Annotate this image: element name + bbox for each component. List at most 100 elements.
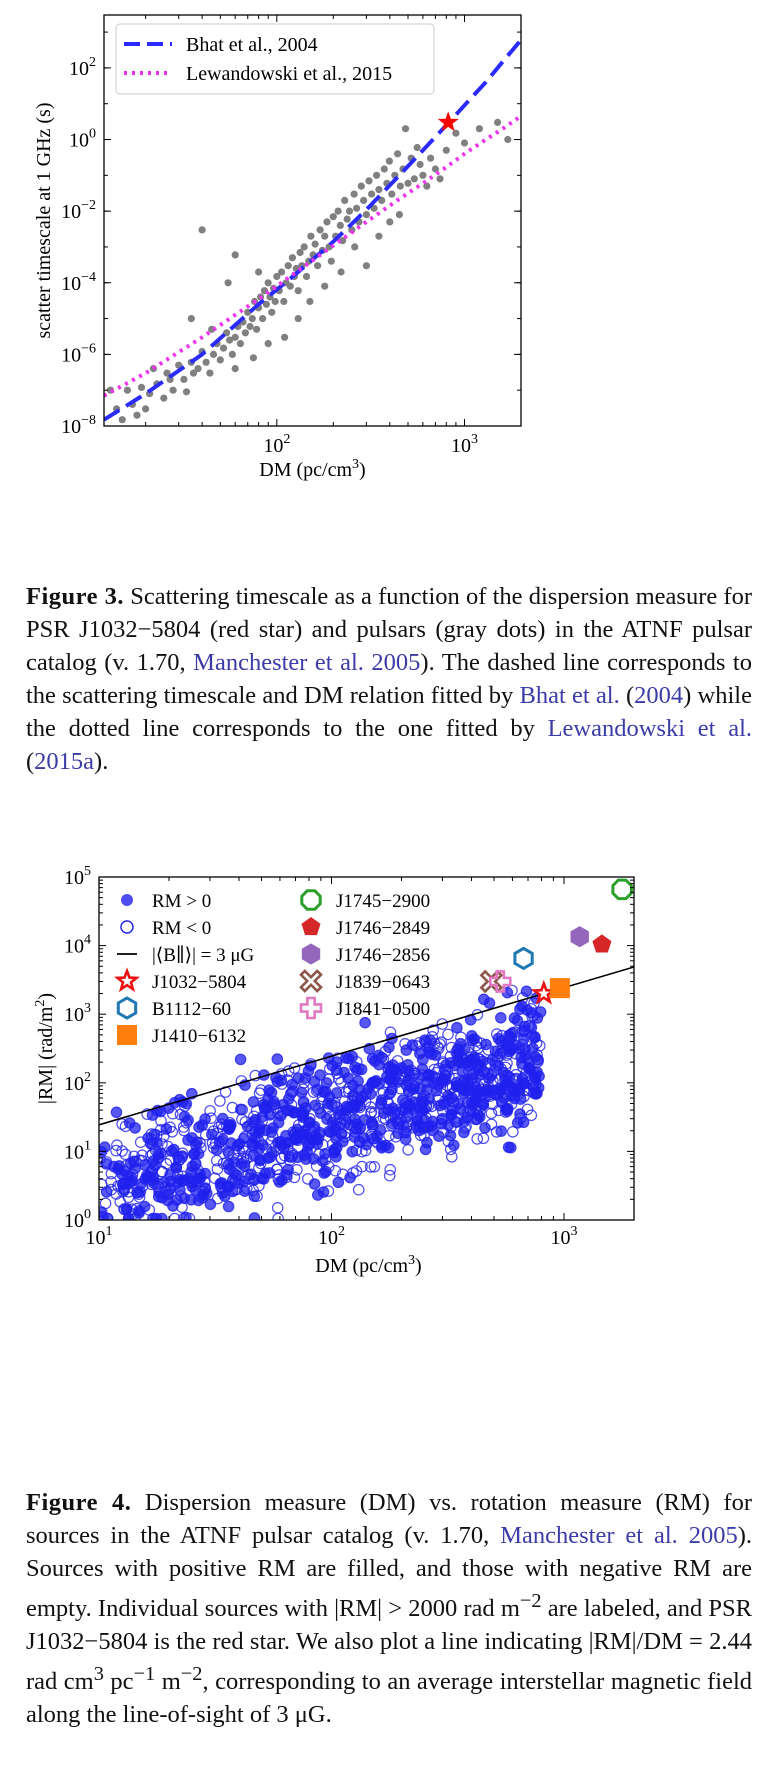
pulsar-point-positive [255,1172,268,1185]
pulsar-point-negative [114,1195,126,1208]
pulsar-dot [163,369,171,377]
legend-swatch [299,969,323,993]
pulsar-point-positive [486,1053,499,1066]
pulsar-point-negative [350,1165,363,1177]
pulsar-point-negative [506,1125,519,1138]
pulsar-point-negative [399,1038,411,1050]
pulsar-dot [262,300,270,308]
source-marker [611,878,633,901]
pulsar-point-negative [214,1095,226,1107]
pulsar-point-negative [384,1163,396,1176]
pulsar-point-positive [458,1115,471,1128]
pulsar-point-positive [235,1103,247,1116]
figure-4-label: Figure 4. [26,1489,132,1516]
source-marker [570,926,589,948]
legend-label: J1745−2900 [336,891,430,912]
pulsar-point-positive [324,1126,337,1139]
pulsar-dot [248,315,256,323]
pulsar-dot [219,344,228,352]
source-marker-shape [611,878,633,901]
pulsar-point-positive [495,1084,508,1096]
pulsar-point-negative [436,1018,449,1030]
pulsar-dot [494,118,502,126]
pulsar-point-negative [177,1212,190,1220]
pulsar-point-positive [307,1153,320,1165]
pulsar-point-negative [525,1003,538,1015]
citation-link[interactable]: Manchester et al. 2005 [500,1522,738,1549]
pulsar-point-positive [500,1103,512,1115]
x-tick-label: 102 [263,432,290,457]
legend-right: J1745−2900 J1746−2849 J1746−2856 J1839−0643… [299,889,430,1020]
pulsar-point-positive [264,1109,276,1121]
pulsar-point-negative [292,1119,305,1131]
pulsar-point-negative [237,1140,250,1153]
pulsar-point-positive [295,1106,308,1118]
pulsar-point-positive [467,1099,479,1111]
pulsar-point-negative [255,1084,267,1096]
superscript: −2 [180,1663,203,1686]
pulsar-point-negative [415,1112,427,1125]
pulsar-dot [236,340,244,348]
pulsar-dot [385,157,393,165]
y-axis-label: scatter timescale at 1 GHz (s) [33,102,55,338]
pulsar-dot [504,135,512,144]
pulsar-point-positive [170,1161,183,1173]
pulsar-point-negative [207,1125,220,1137]
pulsar-point-positive [371,1130,383,1142]
pulsar-point-negative [215,1135,227,1148]
caption-text: ). [94,748,109,775]
pulsar-point-negative [99,1197,112,1210]
legend-swatch-shape [299,969,323,993]
superscript: −1 [133,1663,156,1686]
pulsar-point-negative [429,1072,441,1084]
pulsar-point-positive [282,1163,294,1176]
source-marker [513,946,534,971]
pulsar-dot [169,386,177,394]
pulsar-point-positive [289,1133,302,1146]
pulsar-dot [353,204,361,212]
source-marker [592,934,612,953]
pulsar-point-negative [166,1107,179,1120]
pulsar-point-negative [251,1190,263,1202]
pulsar-dot [370,204,378,212]
pulsar-point-negative [136,1149,148,1161]
legend-swatch [300,889,322,911]
pulsar-dot [327,257,335,265]
pulsar-point-positive [440,1059,452,1071]
pulsar-point-negative [352,1183,365,1196]
citation-link[interactable]: 2004 [634,682,684,709]
citation-link[interactable]: 2015a [34,748,95,775]
pulsar-dot [300,243,308,251]
citation-link[interactable]: Bhat et al. [519,682,620,709]
source-marker-shape [549,978,570,999]
pulsar-dot [264,340,272,348]
pulsar-point-positive [477,993,490,1006]
pulsar-dot [118,416,126,424]
pulsar-point-positive [123,1117,136,1129]
legend-label: Bhat et al., 2004 [186,34,318,56]
pulsar-dot [386,218,394,226]
source-marker-shape [513,946,534,971]
figure-3-chart: 10−8 10−6 10−4 10−2 100 102 102 103 DM (pc/cm3) s… [33,14,522,481]
pulsar-point-negative [392,1104,405,1116]
pulsar-point-negative [364,1161,377,1173]
pulsar-dot [182,388,191,396]
pulsar-point-negative [256,1115,268,1127]
pulsar-point-negative [510,1068,522,1081]
pulsar-dot [460,139,469,147]
pulsar-dot [431,165,439,173]
pulsar-dot [404,179,412,187]
y-tick-label: 100 [64,1207,91,1232]
legend-swatch [301,917,321,936]
pulsar-point-positive [108,1160,120,1173]
citation-link[interactable]: Lewandowski et al. [547,715,752,742]
pulsar-dot [286,282,294,290]
y-tick-label: 102 [64,1070,91,1095]
pulsar-dot [427,154,435,162]
citation-link[interactable]: Manchester et al. 2005 [193,649,421,676]
pulsar-point-negative [477,1132,490,1145]
pulsar-dot [123,386,131,394]
pulsar-dot [350,190,358,198]
legend-swatch-shape [113,967,141,993]
superscript: −2 [519,1590,542,1612]
